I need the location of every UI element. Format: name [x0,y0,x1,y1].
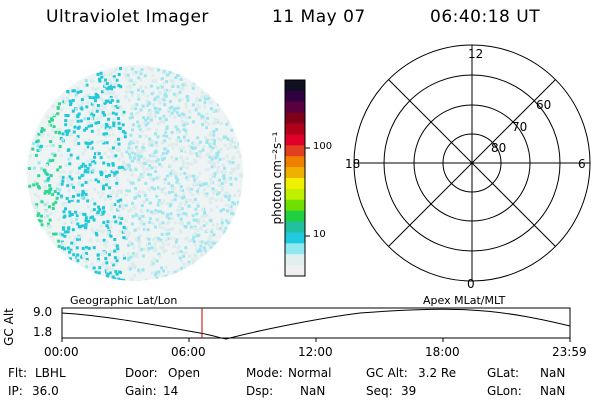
ip-value: 36.0 [32,384,59,398]
gain-label: Gain: [125,384,157,398]
ip-label: IP: [8,384,23,398]
y-tick-9: 9.0 [33,305,53,319]
seq-label: Seq: [366,384,393,398]
door-label: Door: [125,366,158,380]
glon-label: GLon: [487,384,522,398]
colorbar-unit-label: photon cm⁻²s⁻¹ [270,131,284,225]
gcalt-value: 3.2 Re [418,366,457,380]
mlt-label-0: 0 [467,277,475,291]
colorbar-tick-100: 100 [313,141,333,152]
flt-label: Flt: [8,366,27,380]
mlt-label-18: 18 [345,157,361,171]
x-tick-0600: 06:00 [171,345,206,359]
glon-value: NaN [540,384,566,398]
colorbar-tick-10: 10 [313,229,326,240]
door-value: Open [168,366,201,380]
lat-label-80: 80 [491,141,507,155]
x-tick-0000: 00:00 [44,345,79,359]
mode-value: Normal [288,366,332,380]
flt-value: LBHL [35,366,66,380]
gc-alt-axis-title: GC Alt [1,308,16,346]
x-tick-2359: 23:59 [552,345,587,359]
apex-label: Apex MLat/MLT [423,294,506,307]
uv-image-disk [27,65,243,281]
dsp-label: Dsp: [246,384,274,398]
date-label: 11 May 07 [272,7,366,27]
mode-label: Mode: [246,366,283,380]
lat-label-60: 60 [536,98,552,112]
polar-grid [353,44,591,282]
color-bar [284,79,310,277]
seq-value: 39 [401,384,417,398]
dsp-value: NaN [300,384,326,398]
lat-label-70: 70 [512,120,528,134]
glat-label: GLat: [487,366,520,380]
altitude-plot [61,307,571,342]
x-tick-1200: 12:00 [298,345,333,359]
geographic-label: Geographic Lat/Lon [70,294,178,307]
glat-value: NaN [540,366,566,380]
gcalt-label: GC Alt: [366,366,408,380]
x-tick-1800: 18:00 [425,345,460,359]
y-tick-1-8: 1.8 [33,325,53,339]
gain-value: 14 [163,384,179,398]
mlt-label-6: 6 [578,157,586,171]
instrument-title: Ultraviolet Imager [46,7,209,27]
time-label: 06:40:18 UT [430,7,541,27]
mlt-label-12: 12 [468,47,484,61]
